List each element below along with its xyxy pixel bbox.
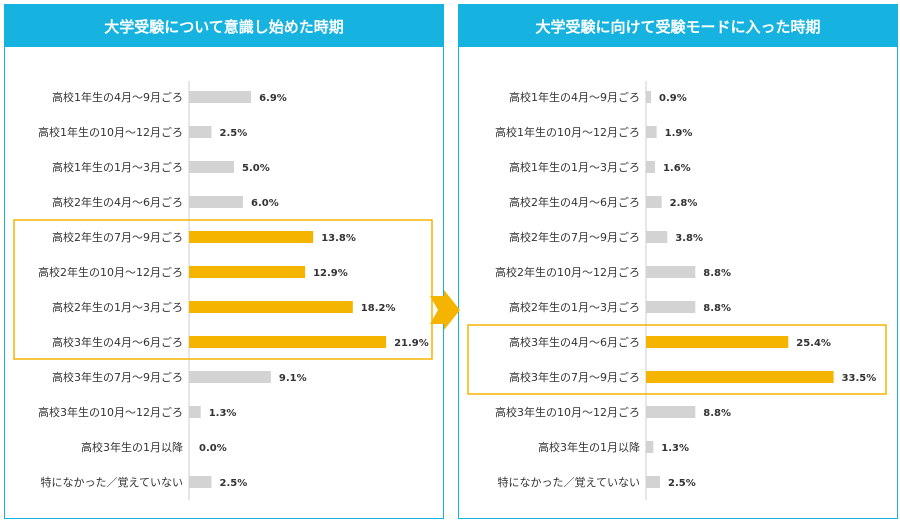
category-label: 高校1年生の1月～3月ごろ [509,160,640,174]
bar [189,301,353,313]
bar [189,266,306,278]
category-label: 特になかった／覚えていない [41,475,183,489]
category-label: 高校3年生の4月～6月ごろ [509,335,640,349]
bar [646,266,696,278]
category-label: 高校2年生の10月～12月ごろ [38,265,183,279]
value-label: 2.5% [220,128,248,139]
chart-panel-right: 大学受験に向けて受験モードに入った時期 高校1年生の4月～9月ごろ 0.9% 高校1… [458,4,898,519]
bar [189,371,271,383]
value-label: 21.9% [394,338,429,349]
value-label: 2.5% [668,478,696,489]
category-label: 高校2年生の4月～6月ごろ [509,195,640,209]
bar [646,231,668,243]
value-label: 25.4% [796,338,831,349]
bar [646,371,834,383]
bar [189,476,212,488]
bar [646,91,652,103]
bar [646,476,660,488]
value-label: 12.9% [313,268,348,279]
category-label: 高校3年生の1月以降 [81,440,183,454]
chart-title-left: 大学受験について意識し始めた時期 [5,5,443,47]
value-label: 0.9% [659,93,687,104]
value-label: 2.5% [220,478,248,489]
bar [646,406,696,418]
category-label: 高校1年生の10月～12月ごろ [495,125,640,139]
value-label: 8.8% [703,268,731,279]
bar [189,126,212,138]
category-label: 高校2年生の4月～6月ごろ [52,195,183,209]
chart-panel-left: 大学受験について意識し始めた時期 高校1年生の4月～9月ごろ 6.9% 高校1年生の… [4,4,444,519]
category-label: 高校2年生の7月～9月ごろ [509,230,640,244]
value-label: 5.0% [242,163,270,174]
bar [646,441,654,453]
category-label: 高校3年生の4月～6月ごろ [52,335,183,349]
category-label: 高校1年生の10月～12月ごろ [38,125,183,139]
value-label: 1.6% [663,163,691,174]
category-label: 高校2年生の1月～3月ごろ [52,300,183,314]
bar-chart-left: 高校1年生の4月～9月ごろ 6.9% 高校1年生の10月～12月ごろ 2.5% 高校1年… [13,81,433,500]
value-label: 13.8% [321,233,356,244]
value-label: 8.8% [703,303,731,314]
arrow-right-icon [430,290,460,330]
value-label: 33.5% [842,373,877,384]
category-label: 高校2年生の7月～9月ごろ [52,230,183,244]
category-label: 高校3年生の10月～12月ごろ [495,405,640,419]
value-label: 1.9% [665,128,693,139]
category-label: 高校3年生の7月～9月ごろ [52,370,183,384]
value-label: 3.8% [675,233,703,244]
value-label: 18.2% [361,303,396,314]
bar [189,161,234,173]
bar-chart-right: 高校1年生の4月～9月ごろ 0.9% 高校1年生の10月～12月ごろ 1.9% 高校1年… [467,81,887,500]
category-label: 高校1年生の1月～3月ごろ [52,160,183,174]
highlight-box [467,324,887,395]
bar [189,231,314,243]
bar [189,196,243,208]
highlight-box [13,219,433,360]
value-label: 0.0% [199,443,227,454]
category-label: 高校2年生の10月～12月ごろ [495,265,640,279]
bar [189,336,387,348]
category-label: 高校3年生の10月～12月ごろ [38,405,183,419]
category-label: 高校2年生の1月～3月ごろ [509,300,640,314]
value-label: 8.8% [703,408,731,419]
value-label: 2.8% [670,198,698,209]
bar [189,91,252,103]
chart-title-right: 大学受験に向けて受験モードに入った時期 [459,5,897,47]
category-label: 高校1年生の4月～9月ごろ [52,90,183,104]
value-label: 1.3% [209,408,237,419]
value-label: 6.9% [259,93,287,104]
bar [646,196,662,208]
value-label: 6.0% [251,198,279,209]
bar [646,336,789,348]
value-label: 9.1% [279,373,307,384]
category-label: 高校3年生の7月～9月ごろ [509,370,640,384]
category-label: 高校1年生の4月～9月ごろ [509,90,640,104]
category-label: 特になかった／覚えていない [498,475,640,489]
bar [646,161,655,173]
value-label: 1.3% [661,443,689,454]
category-label: 高校3年生の1月以降 [538,440,640,454]
bar [646,301,696,313]
bar [189,406,201,418]
bar [646,126,657,138]
